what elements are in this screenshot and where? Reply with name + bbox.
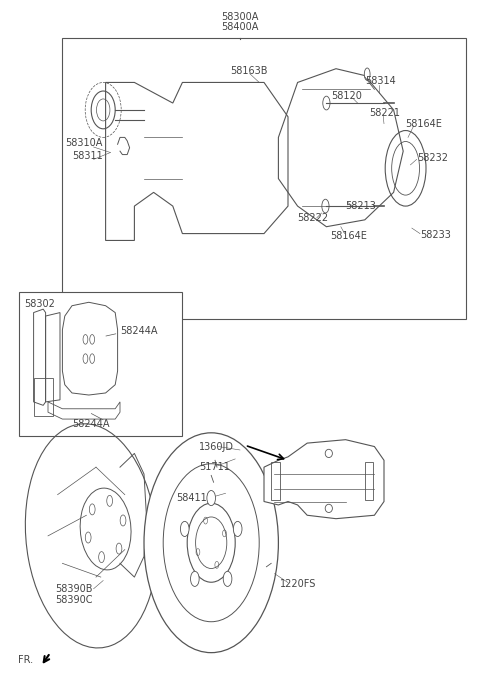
Text: 58222: 58222 xyxy=(298,213,329,223)
Ellipse shape xyxy=(325,504,333,513)
Ellipse shape xyxy=(144,433,278,653)
Text: 58221: 58221 xyxy=(370,108,401,117)
Ellipse shape xyxy=(364,68,370,80)
Ellipse shape xyxy=(322,199,329,213)
Ellipse shape xyxy=(191,572,199,587)
Text: 1360JD: 1360JD xyxy=(199,442,234,451)
Ellipse shape xyxy=(264,565,269,573)
Ellipse shape xyxy=(207,491,216,506)
Text: 58164E: 58164E xyxy=(406,119,443,128)
Ellipse shape xyxy=(223,572,232,587)
Text: 58310A: 58310A xyxy=(65,138,102,148)
Bar xyxy=(19,292,182,436)
Text: 58314: 58314 xyxy=(365,76,396,86)
Polygon shape xyxy=(264,440,384,519)
Text: 58390B: 58390B xyxy=(55,584,93,594)
Text: 58244A: 58244A xyxy=(120,326,157,336)
Bar xyxy=(34,378,53,416)
Text: 58390C: 58390C xyxy=(55,596,93,605)
Ellipse shape xyxy=(233,521,242,537)
Text: FR.: FR. xyxy=(18,655,34,664)
Text: 58163B: 58163B xyxy=(230,67,268,76)
Text: 58411D: 58411D xyxy=(177,493,215,503)
Text: 58302: 58302 xyxy=(24,299,55,308)
Text: 58311: 58311 xyxy=(72,151,103,161)
Text: 58120: 58120 xyxy=(331,91,362,101)
Ellipse shape xyxy=(325,449,333,458)
Text: 1220FS: 1220FS xyxy=(280,579,316,589)
Text: 51711: 51711 xyxy=(199,462,230,472)
Ellipse shape xyxy=(208,469,213,477)
Ellipse shape xyxy=(180,521,189,537)
Text: 58164E: 58164E xyxy=(330,231,367,240)
Ellipse shape xyxy=(187,503,235,583)
Text: 58233: 58233 xyxy=(420,230,451,240)
Text: 58244A: 58244A xyxy=(72,419,109,429)
Bar xyxy=(62,38,466,319)
Text: 58232: 58232 xyxy=(418,153,449,163)
Text: 58300A: 58300A xyxy=(221,12,259,22)
Text: 58213: 58213 xyxy=(346,201,376,211)
Bar xyxy=(365,462,373,500)
Ellipse shape xyxy=(323,96,330,110)
Text: 58400A: 58400A xyxy=(221,23,259,32)
Ellipse shape xyxy=(212,452,218,462)
Bar xyxy=(271,462,280,500)
